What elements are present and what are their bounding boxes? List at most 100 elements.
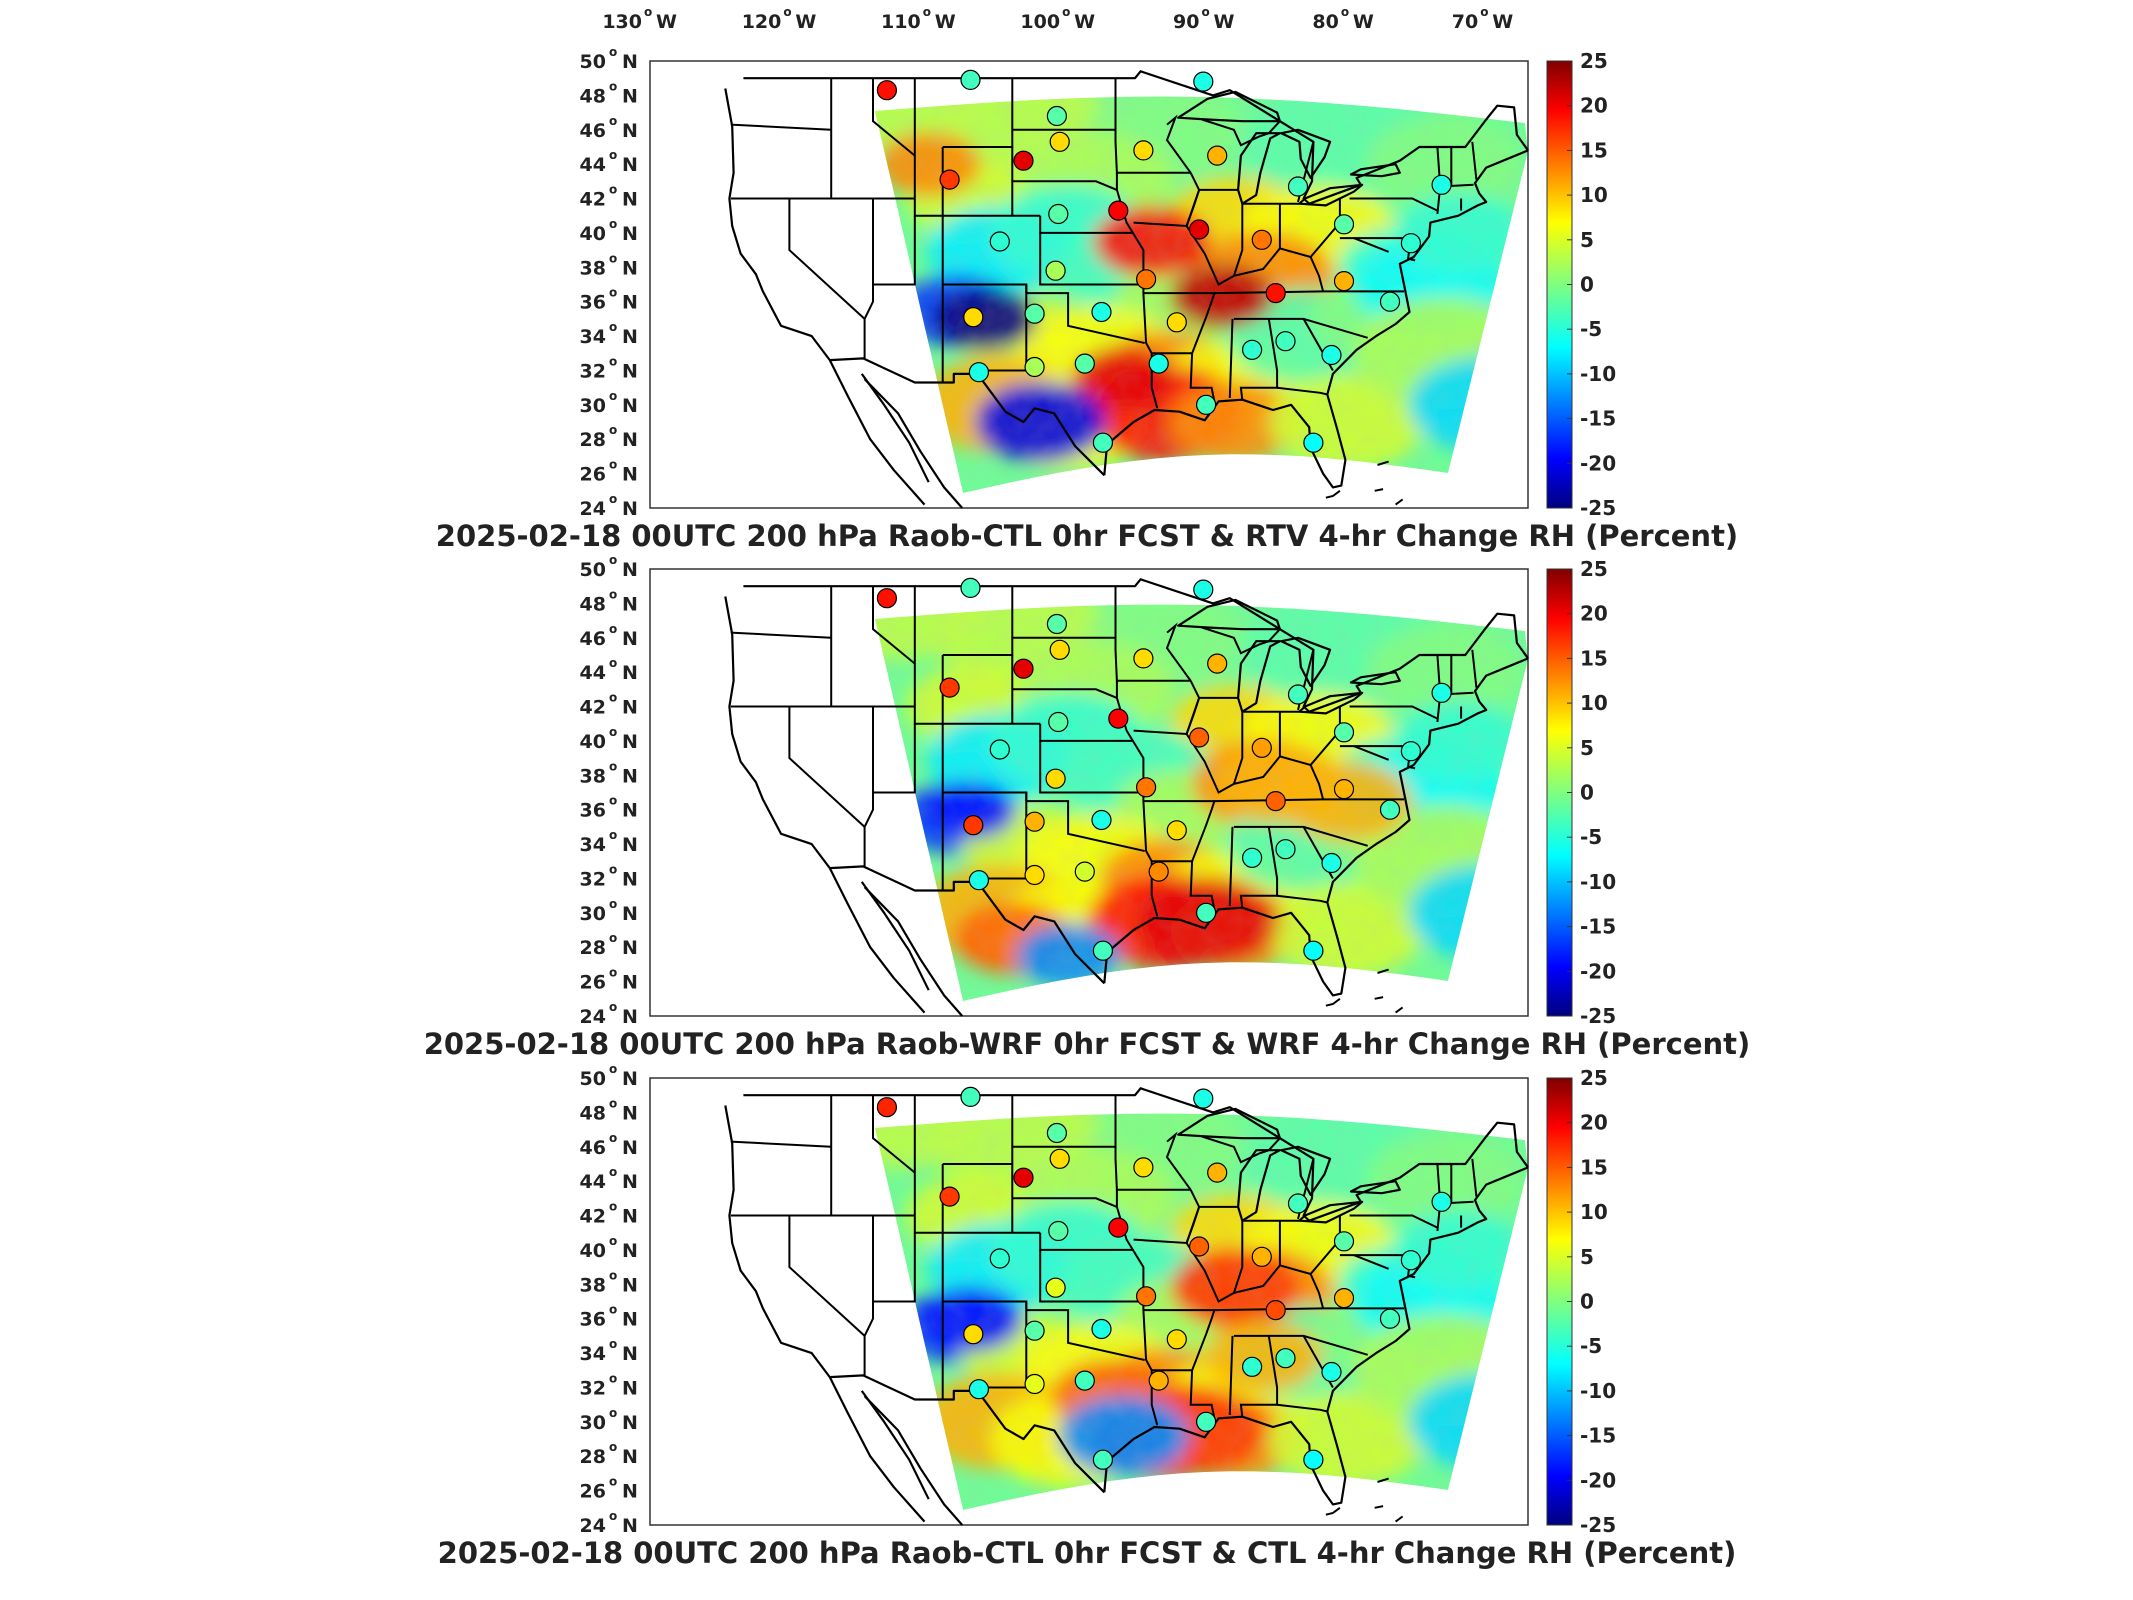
lat-label: 36 xyxy=(580,1309,606,1331)
raob-station-marker xyxy=(1207,1162,1228,1183)
raob-station-marker xyxy=(960,69,981,91)
map-panel-1: 50 o N48 o N46 o N44 o N42 o N40 o N38 o N36 o N34 o N32 o N… xyxy=(436,45,1738,553)
raob-station-marker xyxy=(1166,312,1187,333)
raob-station-marker xyxy=(1188,727,1210,748)
lon-label: 130 xyxy=(602,11,642,33)
raob-station-marker xyxy=(1193,71,1214,92)
lat-label: 48 xyxy=(580,1102,606,1124)
raob-station-marker xyxy=(1193,579,1214,600)
lat-hemisphere: N xyxy=(622,765,638,787)
raob-station-marker xyxy=(960,577,981,599)
colorbar-tick-label: 25 xyxy=(1580,1066,1608,1090)
raob-station-marker xyxy=(1135,777,1157,798)
raob-station-marker xyxy=(1303,432,1324,453)
lat-label: 26 xyxy=(580,1481,606,1503)
raob-station-marker xyxy=(1400,741,1422,762)
raob-station-marker xyxy=(1045,768,1066,789)
lat-hemisphere: N xyxy=(622,697,638,719)
lon-label: 110 xyxy=(881,11,921,33)
colorbar: 25 20 15 10 5 0 -5 -10 -15 -20 -25 xyxy=(1546,49,1616,520)
raob-station-marker xyxy=(1048,1220,1069,1242)
raob-station-marker xyxy=(876,80,898,101)
raob-station-marker xyxy=(1265,790,1286,812)
raob-station-marker xyxy=(1133,140,1154,161)
degree-symbol: o xyxy=(609,553,617,567)
raob-station-marker xyxy=(1207,145,1228,166)
degree-symbol: o xyxy=(1480,5,1488,19)
raob-station-marker xyxy=(1379,291,1401,312)
degree-symbol: o xyxy=(609,966,617,980)
map-panel-2: 50 o N48 o N46 o N44 o N42 o N40 o N38 o N36 o N34 o N32 o N… xyxy=(424,553,1751,1061)
degree-symbol: o xyxy=(609,656,617,670)
raob-station-marker xyxy=(1241,1356,1263,1377)
raob-station-marker xyxy=(989,739,1010,760)
lat-label: 46 xyxy=(580,120,606,142)
degree-symbol: o xyxy=(609,1509,617,1523)
raob-station-marker xyxy=(963,1324,984,1345)
lat-hemisphere: N xyxy=(622,395,638,417)
lat-label: 36 xyxy=(580,800,606,822)
raob-station-marker xyxy=(963,307,984,328)
colorbar-tick-label: -20 xyxy=(1580,451,1616,475)
degree-symbol: o xyxy=(609,1000,617,1014)
lat-hemisphere: N xyxy=(622,1446,638,1468)
raob-station-marker xyxy=(1049,639,1070,660)
lat-hemisphere: N xyxy=(622,1309,638,1331)
lon-hemisphere: W xyxy=(656,11,677,33)
map-frame xyxy=(649,568,1529,1017)
degree-symbol: o xyxy=(609,897,617,911)
raob-station-marker xyxy=(1287,684,1309,705)
colorbar-tick-label: 25 xyxy=(1580,557,1608,581)
colorbar-tick-label: -25 xyxy=(1580,1513,1616,1537)
raob-station-marker xyxy=(1074,861,1095,882)
colorbar-tick-label: 10 xyxy=(1580,691,1608,715)
degree-symbol: o xyxy=(609,423,617,437)
colorbar-tick-label: 10 xyxy=(1580,1200,1608,1224)
colorbar-tick-label: -10 xyxy=(1580,362,1616,386)
lat-hemisphere: N xyxy=(622,1137,638,1159)
raob-station-marker xyxy=(960,1086,981,1108)
lat-hemisphere: N xyxy=(622,800,638,822)
raob-station-marker xyxy=(1092,1449,1114,1470)
lat-label: 34 xyxy=(580,326,606,348)
geography-outlines xyxy=(724,1087,1529,1526)
panel-title: 2025-02-18 00UTC 200 hPa Raob-CTL 0hr FC… xyxy=(438,1536,1737,1570)
colorbar-tick-label: -10 xyxy=(1580,1379,1616,1403)
geography-outlines xyxy=(724,578,1529,1017)
colorbar: 25 20 15 10 5 0 -5 -10 -15 -20 -25 xyxy=(1546,1066,1616,1537)
panel-title: 2025-02-18 00UTC 200 hPa Raob-CTL 0hr FC… xyxy=(436,519,1738,553)
degree-symbol: o xyxy=(609,1440,617,1454)
raob-station-marker xyxy=(876,1097,898,1118)
raob-station-marker xyxy=(876,588,898,609)
raob-station-marker xyxy=(989,231,1010,252)
lat-label: 44 xyxy=(580,662,606,684)
colorbar-tick-label: -5 xyxy=(1580,1334,1602,1358)
raob-station-marker xyxy=(1241,339,1263,360)
raob-station-marker xyxy=(1400,1250,1422,1271)
raob-station-marker xyxy=(1024,356,1045,378)
raob-stations xyxy=(876,577,1452,961)
colorbar-tick-label: 0 xyxy=(1580,1290,1594,1314)
degree-symbol: o xyxy=(609,587,617,601)
raob-station-marker xyxy=(1195,394,1217,415)
colorbar-tick-label: 20 xyxy=(1580,1111,1608,1135)
raob-station-marker xyxy=(1092,940,1114,961)
raob-station-marker xyxy=(1251,737,1272,758)
lat-hemisphere: N xyxy=(622,85,638,107)
lon-label: 80 xyxy=(1312,11,1338,33)
raob-station-marker xyxy=(1048,711,1069,733)
degree-symbol: o xyxy=(609,1131,617,1145)
raob-station-marker xyxy=(1321,1361,1342,1383)
geography-outlines xyxy=(724,70,1529,509)
lat-hemisphere: N xyxy=(622,257,638,279)
raob-station-marker xyxy=(1013,1167,1034,1188)
lat-hemisphere: N xyxy=(622,1006,638,1028)
degree-symbol: o xyxy=(609,931,617,945)
raob-station-marker xyxy=(1108,200,1129,221)
lat-label: 48 xyxy=(580,593,606,615)
degree-symbol: o xyxy=(609,828,617,842)
raob-station-marker xyxy=(1287,176,1309,197)
raob-station-marker xyxy=(1024,811,1045,832)
colorbar: 25 20 15 10 5 0 -5 -10 -15 -20 -25 xyxy=(1546,557,1616,1028)
